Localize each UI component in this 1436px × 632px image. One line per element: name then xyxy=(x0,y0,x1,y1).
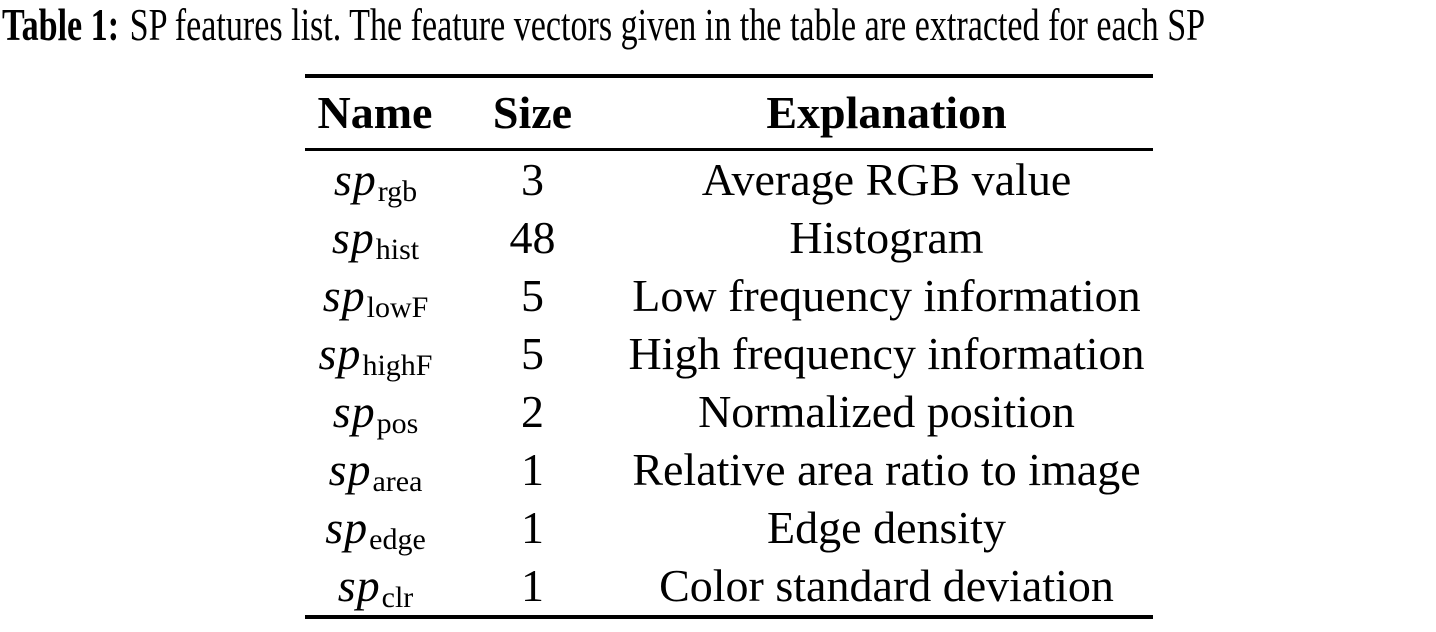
feature-name: spclr xyxy=(305,560,445,613)
feature-var: sp xyxy=(328,444,372,495)
feature-explanation: Low frequency information xyxy=(632,270,1141,321)
feature-explanation: High frequency information xyxy=(628,328,1145,379)
feature-name: sphighF xyxy=(305,328,445,381)
feature-subscript: rgb xyxy=(377,175,418,208)
table-row: sprgb 3 Average RGB value xyxy=(305,151,1153,209)
feature-var: sp xyxy=(333,154,377,205)
table-top-rule xyxy=(305,74,1153,78)
table-row: sphighF 5 High frequency information xyxy=(305,325,1153,383)
feature-size: 5 xyxy=(521,328,544,379)
feature-var: sp xyxy=(318,328,362,379)
table-row: sparea 1 Relative area ratio to image xyxy=(305,441,1153,499)
feature-explanation: Normalized position xyxy=(698,386,1075,437)
feature-subscript: highF xyxy=(362,349,433,382)
feature-explanation: Edge density xyxy=(767,502,1006,553)
feature-name: sphist xyxy=(305,212,445,265)
table-header-row: Name Size Explanation xyxy=(305,78,1153,148)
feature-size: 1 xyxy=(521,502,544,553)
feature-explanation: Relative area ratio to image xyxy=(632,444,1141,495)
table-bottom-rule xyxy=(305,615,1153,619)
table-row: spedge 1 Edge density xyxy=(305,499,1153,557)
feature-explanation: Color standard deviation xyxy=(659,560,1114,611)
feature-var: sp xyxy=(331,212,375,263)
caption-text: SP features list. The feature vectors gi… xyxy=(129,0,1206,50)
table-row: spclr 1 Color standard deviation xyxy=(305,557,1153,615)
feature-var: sp xyxy=(332,386,376,437)
header-explanation: Explanation xyxy=(766,87,1007,138)
feature-name: sppos xyxy=(305,386,445,439)
feature-var: sp xyxy=(322,270,366,321)
feature-size: 1 xyxy=(521,444,544,495)
table-row: splowF 5 Low frequency information xyxy=(305,267,1153,325)
feature-name: sparea xyxy=(305,444,445,497)
feature-subscript: hist xyxy=(375,233,420,266)
feature-subscript: lowF xyxy=(366,291,429,324)
feature-var: sp xyxy=(337,560,381,611)
sp-features-table: Name Size Explanation sprgb 3 Average RG… xyxy=(305,74,1153,619)
header-size: Size xyxy=(492,87,573,138)
table-row: sphist 48 Histogram xyxy=(305,209,1153,267)
feature-subscript: pos xyxy=(376,407,419,440)
feature-size: 3 xyxy=(521,154,544,205)
header-name: Name xyxy=(317,87,433,138)
feature-explanation: Histogram xyxy=(789,212,984,263)
feature-subscript: edge xyxy=(369,523,426,556)
feature-subscript: area xyxy=(372,465,423,498)
feature-name: splowF xyxy=(305,270,445,323)
feature-size: 1 xyxy=(521,560,544,611)
feature-name: spedge xyxy=(305,502,445,555)
feature-size: 48 xyxy=(509,212,556,263)
feature-size: 2 xyxy=(521,386,544,437)
table-row: sppos 2 Normalized position xyxy=(305,383,1153,441)
caption-label: Table 1: xyxy=(2,0,120,50)
feature-var: sp xyxy=(325,502,369,553)
table-caption: Table 1: SP features list. The feature ve… xyxy=(2,0,1436,53)
feature-subscript: clr xyxy=(381,581,414,614)
feature-size: 5 xyxy=(521,270,544,321)
feature-name: sprgb xyxy=(305,154,445,207)
feature-explanation: Average RGB value xyxy=(701,154,1072,205)
table-header-rule xyxy=(305,148,1153,151)
